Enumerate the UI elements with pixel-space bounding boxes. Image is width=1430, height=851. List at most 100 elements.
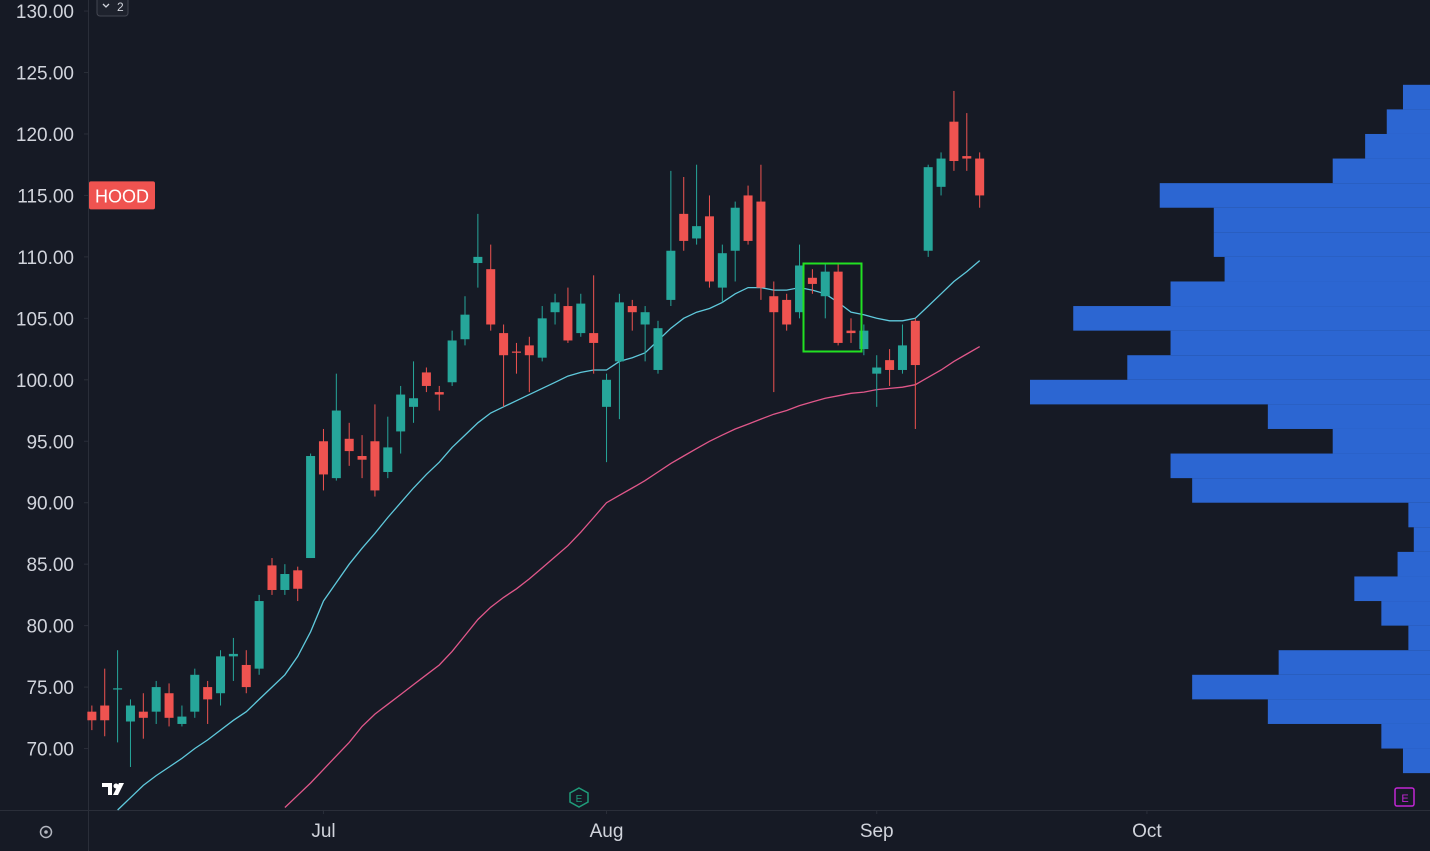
y-tick-label: 75.00 [26, 678, 74, 699]
indicator-count: 2 [117, 0, 124, 14]
candle-body [704, 216, 714, 282]
volume-profile [1030, 84, 1430, 774]
candle-body [576, 303, 586, 334]
candle-body [807, 277, 817, 284]
y-tick-label: 80.00 [26, 617, 74, 638]
candle-body [293, 570, 303, 589]
candle-body [666, 250, 676, 300]
profile-bar [1402, 84, 1430, 110]
candle-body [344, 438, 354, 452]
y-tick-label: 95.00 [26, 432, 74, 453]
candle-body [795, 265, 805, 313]
candle-body [434, 392, 444, 395]
candle-body [370, 441, 380, 491]
candle-body [254, 601, 264, 669]
svg-text:E: E [576, 794, 583, 805]
profile-bar [1397, 551, 1430, 577]
candle-body [383, 447, 393, 472]
candle-body [409, 398, 419, 407]
profile-bar [1159, 183, 1430, 208]
candle-body [113, 688, 123, 690]
price-label-text: HOOD [95, 186, 149, 206]
candle-body [524, 345, 534, 356]
candle-body [267, 565, 277, 590]
profile-bar [1413, 527, 1430, 552]
profile-bar [1278, 650, 1430, 675]
candle-body [910, 320, 920, 366]
candle-body [563, 306, 573, 341]
candle-body [447, 340, 457, 383]
settings-icon[interactable] [39, 825, 53, 839]
x-tick-label: Oct [1132, 821, 1162, 842]
candle-body [331, 410, 341, 479]
candle-body [460, 314, 470, 340]
candle-body [228, 653, 238, 657]
y-tick-label: 105.00 [16, 309, 74, 330]
candle-body [486, 269, 496, 325]
x-tick-label: Sep [860, 821, 894, 842]
axes: 70.00 75.00 80.00 85.00 90.00 95.00 100.00 105.… [16, 2, 1163, 842]
candle-body [679, 213, 689, 241]
candle-body [769, 296, 779, 313]
candle-body [640, 312, 650, 325]
moving-average-line [284, 346, 981, 808]
candle-body [897, 345, 907, 370]
candle-body [241, 664, 251, 688]
candle-body [614, 302, 624, 362]
candle-body [203, 687, 213, 700]
y-tick-label: 125.00 [16, 64, 74, 85]
earnings-icon[interactable]: E [569, 787, 589, 808]
candle-body [833, 271, 843, 343]
candle-body [743, 195, 753, 241]
profile-bar [1267, 404, 1430, 429]
profile-bar [1170, 281, 1430, 307]
profile-bar [1267, 699, 1430, 724]
candle-body [216, 656, 226, 694]
candle-body [190, 674, 200, 712]
profile-bar [1332, 158, 1430, 184]
candle-body [756, 201, 766, 288]
candle-body [306, 456, 316, 559]
y-tick-label: 110.00 [17, 248, 74, 269]
chevron-icon [102, 3, 110, 8]
x-tick-label: Jul [311, 821, 335, 842]
candle-body [602, 379, 612, 407]
y-tick-label: 70.00 [26, 740, 74, 761]
candle-body [936, 158, 946, 187]
profile-bar [1192, 674, 1430, 700]
indicator-badge[interactable] [96, 0, 129, 17]
candle-body [164, 693, 174, 718]
profile-bar [1386, 109, 1430, 134]
candle-body [318, 441, 328, 475]
y-tick-label: 120.00 [16, 125, 74, 146]
candle-body [396, 394, 406, 432]
price-label-box [89, 181, 155, 210]
profile-bar [1408, 502, 1430, 528]
profile-bar [1408, 625, 1430, 651]
candle-body [280, 574, 290, 590]
candle-body [151, 687, 161, 712]
candle-body [975, 158, 985, 196]
candle-body [100, 705, 110, 721]
candle-body [537, 318, 547, 358]
y-tick-label: 90.00 [26, 494, 74, 515]
y-tick-label: 115.00 [17, 186, 74, 207]
profile-bar [1381, 723, 1430, 749]
candle-body [782, 299, 792, 325]
x-tick-label: Aug [590, 821, 624, 842]
candle-body [177, 716, 187, 724]
candle-body [846, 330, 856, 334]
profile-bar [1073, 306, 1430, 331]
profile-bar [1127, 355, 1430, 380]
candle-body [872, 367, 882, 374]
candle-body [627, 306, 637, 313]
candle-body [421, 372, 431, 386]
earnings-icon[interactable]: E [1394, 787, 1415, 807]
tradingview-logo [102, 783, 124, 795]
candle-body [550, 302, 560, 313]
profile-bar [1170, 330, 1430, 356]
profile-bar [1402, 748, 1430, 774]
candle-body [87, 711, 97, 721]
